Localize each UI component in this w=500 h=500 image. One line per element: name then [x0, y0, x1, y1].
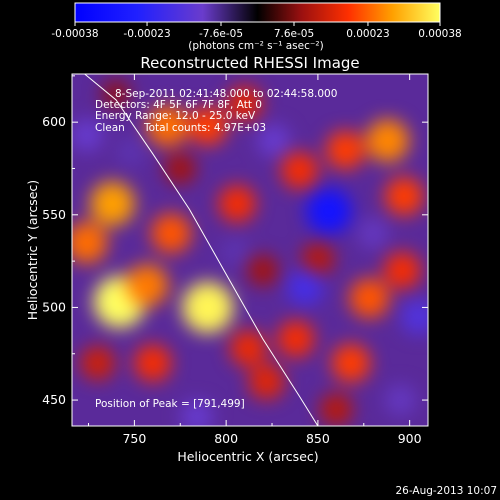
heatmap-source-19 [248, 363, 285, 400]
y-tick-label: 450 [42, 392, 66, 407]
colorbar-tick-label: 7.6e-05 [274, 28, 314, 40]
heatmap-source-7 [188, 106, 228, 146]
time-range-text: 8-Sep-2011 02:41:48.000 to 02:44:58.000 [115, 88, 337, 100]
heatmap-image [72, 74, 428, 426]
colorbar-gradient [75, 3, 440, 22]
y-tick-label: 500 [42, 299, 66, 314]
heatmap-source-17 [277, 320, 315, 358]
heatmap-source-22 [301, 242, 335, 276]
plot-area: 750 800 850 900 450 500 550 600 8-Sep-2011 02:4… [42, 73, 429, 446]
total-counts-text: Total counts: 4.97E+03 [143, 122, 266, 134]
peak-position-text: Position of Peak = [791,499] [95, 398, 245, 410]
heatmap-source-1 [182, 281, 234, 334]
heatmap-source-16 [331, 343, 371, 383]
heatmap-source-6 [146, 105, 189, 147]
heatmap-source-30 [72, 118, 104, 152]
clean-label: Clean [95, 122, 125, 134]
annotation-block: 8-Sep-2011 02:41:48.000 to 02:44:58.000 … [95, 88, 337, 410]
heatmap-source-15 [383, 251, 421, 290]
chart-title: Reconstructed RHESSI Image [140, 54, 359, 72]
heatmap-source-9 [218, 185, 256, 223]
heatmap-source-3 [150, 213, 192, 254]
solar-limb-line [83, 74, 319, 426]
y-axis-label: Heliocentric Y (arcsec) [25, 180, 40, 320]
colorbar: -0.00038 -0.00023 -7.6e-05 7.6e-05 0.00023 0.… [51, 2, 462, 52]
heatmap-source-33 [357, 217, 389, 250]
heatmap-source-21 [80, 345, 115, 381]
heatmap-source-10 [280, 151, 319, 189]
heatmap-source-14 [349, 278, 390, 319]
heatmap-source-23 [247, 254, 279, 287]
energy-range-text: Energy Range: 12.0 - 25.0 keV [95, 110, 256, 122]
heatmap-source-4 [90, 181, 135, 226]
heatmap-source-5 [72, 221, 108, 264]
x-tick-label: 850 [306, 431, 330, 446]
colorbar-unit-label: (photons cm⁻² s⁻¹ asec⁻²) [188, 40, 323, 52]
heatmap-source-31 [180, 400, 214, 426]
y-tick-label: 550 [42, 207, 66, 222]
heatmap-source-12 [366, 119, 410, 163]
heatmap-source-18 [229, 329, 267, 367]
y-tick-label: 600 [42, 114, 66, 129]
heatmap-source-26 [101, 79, 131, 110]
x-tick-label: 800 [214, 431, 238, 446]
colorbar-tick-label: -0.00023 [123, 28, 170, 40]
heatmap-source-24 [164, 152, 196, 185]
heatmap-source-35 [220, 236, 251, 267]
heatmap-source-32 [400, 298, 428, 335]
heatmap-source-27 [305, 188, 352, 235]
heatmap-source-8 [226, 85, 263, 122]
heatmap-source-29 [257, 124, 291, 158]
heatmap-source-11 [326, 130, 365, 170]
heatmap-source-34 [115, 136, 146, 167]
detectors-text: Detectors: 4F 5F 6F 7F 8F, Att 0 [95, 99, 262, 111]
colorbar-tick-label: -0.00038 [51, 28, 98, 40]
x-tick-label: 900 [398, 431, 422, 446]
colorbar-tick-label: -7.6e-05 [199, 28, 243, 40]
heatmap-source-36 [384, 384, 417, 416]
heatmap-source-13 [384, 176, 424, 216]
footer-timestamp: 26-Aug-2013 10:07 [395, 485, 497, 497]
heatmap-source-25 [319, 392, 353, 426]
colorbar-tick-label: 0.00023 [346, 28, 389, 40]
colorbar-tick-label: 0.00038 [418, 28, 461, 40]
x-tick-label: 750 [122, 431, 146, 446]
heatmap-source-28 [286, 268, 324, 306]
heatmap-source-20 [134, 344, 172, 382]
x-axis-label: Heliocentric X (arcsec) [177, 449, 318, 464]
heatmap-source-2 [126, 263, 169, 307]
